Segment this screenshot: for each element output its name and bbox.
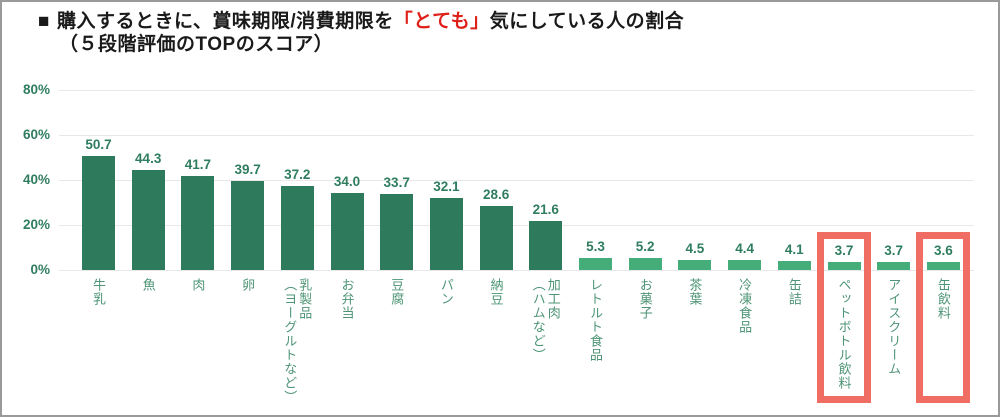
bar <box>628 258 662 270</box>
bar-category-label: お菓子 <box>615 278 675 415</box>
bar-category-label-text: アイスクリーム <box>886 278 902 376</box>
gridline-60 <box>59 135 974 136</box>
chart-title: ■ 購入するときに、賞味期限/消費期限を「とても」気にしている人の割合 （５段階評… <box>38 10 684 56</box>
y-axis-tick-label: 60% <box>22 127 50 142</box>
bar-value-label: 33.7 <box>383 175 410 190</box>
y-axis-tick-label: 0% <box>30 262 50 277</box>
bar-value-label: 3.6 <box>934 243 953 258</box>
bar <box>529 221 563 270</box>
bar <box>827 262 861 270</box>
bar-category-label-text: ペットボトル飲料 <box>836 278 852 390</box>
bar-category-label: 牛乳 <box>69 278 129 415</box>
bar-value-label: 4.5 <box>685 241 705 256</box>
y-axis-tick-label: 20% <box>22 217 50 232</box>
bar <box>330 193 364 270</box>
bar <box>479 206 513 270</box>
bar <box>429 198 463 270</box>
bar-value-label: 5.3 <box>586 239 605 254</box>
bar-category-label-text: 乳製品 （ヨーグルトなど） <box>282 278 313 404</box>
gridline-20 <box>59 225 974 226</box>
bar-value-label: 21.6 <box>532 202 559 217</box>
title-highlight-text: 「とても」 <box>393 11 490 32</box>
bar-category-label-text: 冷凍食品 <box>737 278 753 334</box>
highlight-box <box>916 232 971 403</box>
highlight-box <box>817 232 871 403</box>
gridline-40 <box>59 180 974 181</box>
bar-value-label: 41.7 <box>184 157 212 172</box>
bar <box>181 176 215 270</box>
bar-category-label: 納豆 <box>466 278 526 415</box>
title-text-after: 気にしている人の割合 <box>489 11 685 32</box>
bar-category-label-text: 缶飲料 <box>935 278 951 320</box>
bar-value-label: 34.0 <box>333 174 361 189</box>
title-bullet-icon: ■ <box>38 11 50 32</box>
bar-category-label: 肉 <box>168 278 228 415</box>
bar-value-label: 39.7 <box>234 162 261 177</box>
bar-category-label-text: 豆腐 <box>389 278 405 306</box>
chart-subtitle: （５段階評価のTOPのスコア） <box>59 34 334 55</box>
bar <box>380 194 414 270</box>
bar-category-label: 缶詰 <box>764 278 824 415</box>
bar-category-label-text: パン <box>438 278 454 306</box>
bar-category-label: 冷凍食品 <box>715 278 775 415</box>
bar-category-label-text: 肉 <box>190 278 206 292</box>
gridline-0 <box>59 270 974 271</box>
bar <box>82 156 115 270</box>
bar-value-label: 4.4 <box>735 241 754 256</box>
bar-category-label-text: 卵 <box>240 278 256 292</box>
bar-value-label: 3.7 <box>834 243 854 258</box>
bar-category-label-text: 加工肉 （ハムなど） <box>530 278 561 362</box>
bar-category-label-text: お弁当 <box>339 278 355 320</box>
gridline-80 <box>59 90 974 91</box>
bar-category-label: 缶飲料 <box>913 278 973 415</box>
bar-category-label: パン <box>416 278 476 415</box>
bar-value-label: 5.2 <box>635 239 655 254</box>
bar <box>579 258 612 270</box>
bar-category-label: 魚 <box>118 278 178 415</box>
bar <box>926 262 960 270</box>
bar-category-label: 加工肉 （ハムなど） <box>516 278 576 415</box>
bar <box>777 261 811 270</box>
bar-value-label: 37.2 <box>284 167 311 182</box>
bar-category-label-text: 茶葉 <box>687 278 703 306</box>
bar-category-label: 乳製品 （ヨーグルトなど） <box>267 278 327 415</box>
bar-category-label: 茶葉 <box>665 278 725 415</box>
bar-value-label: 4.1 <box>784 242 804 257</box>
bar <box>728 260 762 270</box>
bar-category-label: お弁当 <box>317 278 377 415</box>
bar <box>231 181 265 270</box>
bar <box>280 186 314 270</box>
bar-value-label: 32.1 <box>433 179 460 194</box>
bar-category-label: ペットボトル飲料 <box>814 278 874 415</box>
bar-category-label-text: お菓子 <box>637 278 653 320</box>
bar-value-label: 50.7 <box>85 137 112 152</box>
bar <box>131 170 165 270</box>
bar <box>678 260 712 270</box>
y-axis-tick-label: 80% <box>22 82 50 97</box>
bar-category-label-text: 納豆 <box>488 278 504 306</box>
bar <box>877 262 911 270</box>
bar-category-label-text: 牛乳 <box>91 278 106 306</box>
bar-category-label: アイスクリーム <box>864 278 924 415</box>
bar-value-label: 28.6 <box>482 187 510 202</box>
bar-category-label: 卵 <box>218 278 278 415</box>
chart-title-line1: ■ 購入するときに、賞味期限/消費期限を「とても」気にしている人の割合 <box>38 10 684 33</box>
bar-category-label: 豆腐 <box>367 278 427 415</box>
bar-value-label: 44.3 <box>135 151 162 166</box>
bar-category-label-text: 缶詰 <box>786 278 802 306</box>
bar-value-label: 3.7 <box>884 243 904 258</box>
title-text-before: 購入するときに、賞味期限/消費期限を <box>56 11 394 32</box>
y-axis-tick-label: 40% <box>22 172 50 187</box>
bar-category-label: レトルト食品 <box>566 278 626 415</box>
bar-category-label-text: 魚 <box>140 278 156 292</box>
bar-category-label-text: レトルト食品 <box>588 278 603 362</box>
